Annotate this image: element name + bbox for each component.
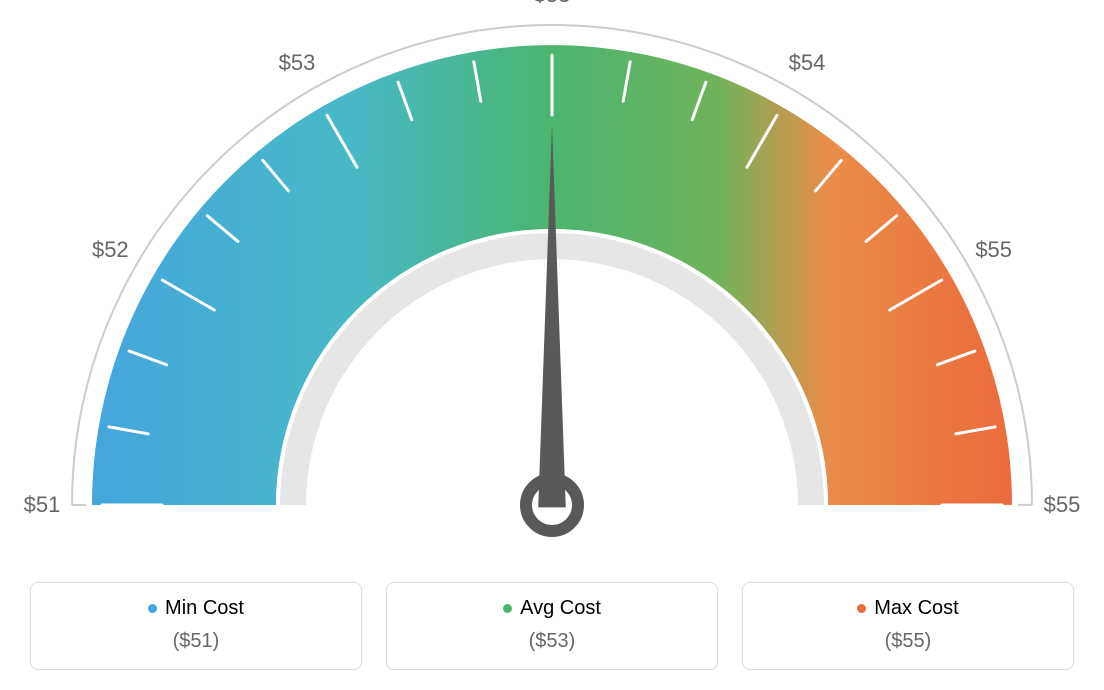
legend-label-avg: Avg Cost (520, 597, 601, 619)
gauge-tick-label: $52 (92, 237, 129, 263)
legend-label-max: Max Cost (874, 597, 958, 619)
gauge-tick-label: $51 (24, 492, 61, 518)
legend-value-max: ($55) (743, 630, 1073, 653)
legend-value-avg: ($53) (387, 630, 717, 653)
legend-label-min: Min Cost (165, 597, 244, 619)
legend-value-min: ($51) (31, 630, 361, 653)
legend-title-min: Min Cost (31, 597, 361, 620)
legend-dot-min (148, 604, 157, 613)
legend-title-max: Max Cost (743, 597, 1073, 620)
legend-box-min: Min Cost ($51) (30, 582, 362, 670)
gauge-tick-label: $55 (975, 237, 1012, 263)
gauge-tick-label: $55 (1044, 492, 1081, 518)
gauge-tick-label: $53 (534, 0, 571, 8)
gauge-tick-label: $53 (279, 50, 316, 76)
legend-box-max: Max Cost ($55) (742, 582, 1074, 670)
gauge-tick-label: $54 (789, 50, 826, 76)
gauge-chart: $51 $52 $53 $53 $54 $55 $55 (0, 0, 1104, 560)
legend-dot-max (857, 604, 866, 613)
legend-title-avg: Avg Cost (387, 597, 717, 620)
legend-box-avg: Avg Cost ($53) (386, 582, 718, 670)
gauge-svg (0, 0, 1104, 560)
legend-row: Min Cost ($51) Avg Cost ($53) Max Cost (… (0, 582, 1104, 670)
legend-dot-avg (503, 604, 512, 613)
